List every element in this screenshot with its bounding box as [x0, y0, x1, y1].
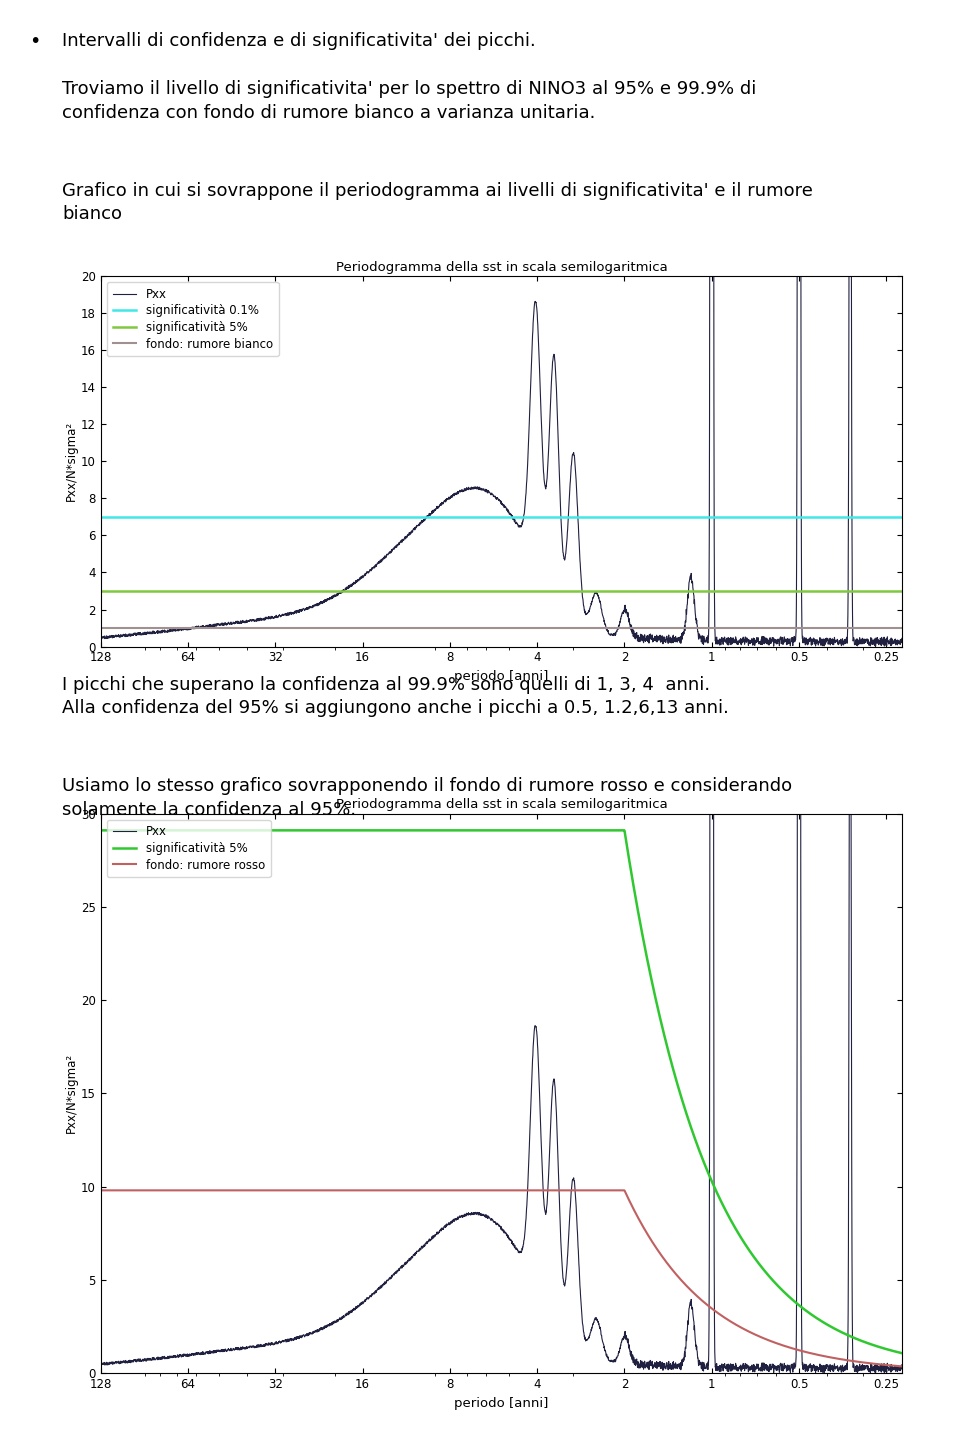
fondo: rumore rosso: (2.69, 9.8): rumore rosso: (2.69, 9.8)	[582, 1181, 593, 1199]
Pxx	[803, 1361, 814, 1379]
X-axis label: periodo [anni]: periodo [anni]	[454, 1396, 549, 1409]
Text: Usiamo lo stesso grafico sovrapponendo il fondo di rumore rosso e considerando
s: Usiamo lo stesso grafico sovrapponendo i…	[62, 777, 793, 819]
Y-axis label: Pxx/N*sigma²: Pxx/N*sigma²	[65, 421, 78, 501]
Title: Periodogramma della sst in scala semilogaritmica: Periodogramma della sst in scala semilog…	[336, 798, 667, 811]
Y-axis label: Pxx/N*sigma²: Pxx/N*sigma²	[65, 1053, 79, 1133]
significatività 5%	[897, 1344, 908, 1361]
significatività 5%	[706, 583, 717, 600]
Pxx	[180, 1347, 191, 1364]
significatività 5%	[618, 821, 630, 838]
Text: Grafico in cui si sovrappone il periodogramma ai livelli di significativita' e i: Grafico in cui si sovrappone il periodog…	[62, 182, 813, 224]
fondo: rumore bianco: (1, 1): rumore bianco: (1, 1)	[706, 619, 717, 636]
fondo: rumore rosso: (132, 9.8): rumore rosso: (132, 9.8)	[91, 1181, 103, 1199]
fondo: rumore rosso: (3.57, 9.8): rumore rosso: (3.57, 9.8)	[545, 1181, 557, 1199]
Pxx	[180, 620, 191, 638]
significatività 5%	[75, 821, 86, 838]
significatività 5%	[91, 821, 103, 838]
Pxx	[870, 638, 881, 655]
significatività 5%	[180, 821, 191, 838]
Pxx	[545, 1103, 557, 1120]
fondo: rumore rosso: (65.5, 9.8): rumore rosso: (65.5, 9.8)	[180, 1181, 191, 1199]
Pxx	[581, 1331, 592, 1348]
Pxx	[545, 378, 557, 395]
significatività 0.1%	[706, 509, 717, 526]
X-axis label: periodo [anni]: periodo [anni]	[454, 670, 549, 683]
Legend: Pxx, significatività 0.1%, significatività 5%, fondo: rumore bianco: Pxx, significatività 0.1%, significativi…	[107, 282, 278, 356]
significatività 5%	[755, 1257, 766, 1274]
Text: I picchi che superano la confidenza al 99.9% sono quelli di 1, 3, 4  anni.
Alla : I picchi che superano la confidenza al 9…	[62, 676, 730, 718]
Pxx	[754, 1360, 765, 1377]
Legend: Pxx, significatività 5%, fondo: rumore rosso: Pxx, significatività 5%, fondo: rumore r…	[107, 819, 271, 878]
fondo: rumore rosso: (0.463, 1.09): rumore rosso: (0.463, 1.09)	[803, 1344, 814, 1361]
Pxx	[897, 1359, 908, 1376]
Line: significatività 5%: significatività 5%	[81, 830, 902, 1353]
Pxx	[897, 632, 908, 649]
Pxx	[90, 1356, 102, 1373]
fondo: rumore rosso: (2, 9.8): rumore rosso: (2, 9.8)	[618, 1181, 630, 1199]
Title: Periodogramma della sst in scala semilogaritmica: Periodogramma della sst in scala semilog…	[336, 260, 667, 273]
Line: Pxx: Pxx	[81, 0, 902, 647]
Line: fondo: rumore rosso: fondo: rumore rosso	[81, 1190, 902, 1366]
significatività 5%	[545, 821, 557, 838]
Pxx	[75, 629, 86, 647]
Line: Pxx: Pxx	[81, 0, 902, 1373]
Pxx	[581, 606, 592, 623]
Pxx	[870, 1364, 881, 1382]
fondo: rumore rosso: (0.22, 0.358): rumore rosso: (0.22, 0.358)	[897, 1357, 908, 1375]
significatività 5%	[582, 821, 593, 838]
Text: •: •	[29, 32, 40, 51]
fondo: rumore rosso: (0.682, 1.95): rumore rosso: (0.682, 1.95)	[755, 1328, 766, 1345]
Pxx	[90, 629, 102, 647]
Pxx	[75, 1356, 86, 1373]
Text: Intervalli di confidenza e di significativita' dei picchi.: Intervalli di confidenza e di significat…	[62, 32, 536, 49]
Pxx	[803, 635, 814, 652]
fondo: rumore rosso: (150, 9.8): rumore rosso: (150, 9.8)	[75, 1181, 86, 1199]
significatività 5%	[803, 1303, 814, 1321]
Pxx	[754, 634, 765, 651]
Text: Troviamo il livello di significativita' per lo spettro di NINO3 al 95% e 99.9% d: Troviamo il livello di significativita' …	[62, 80, 756, 122]
